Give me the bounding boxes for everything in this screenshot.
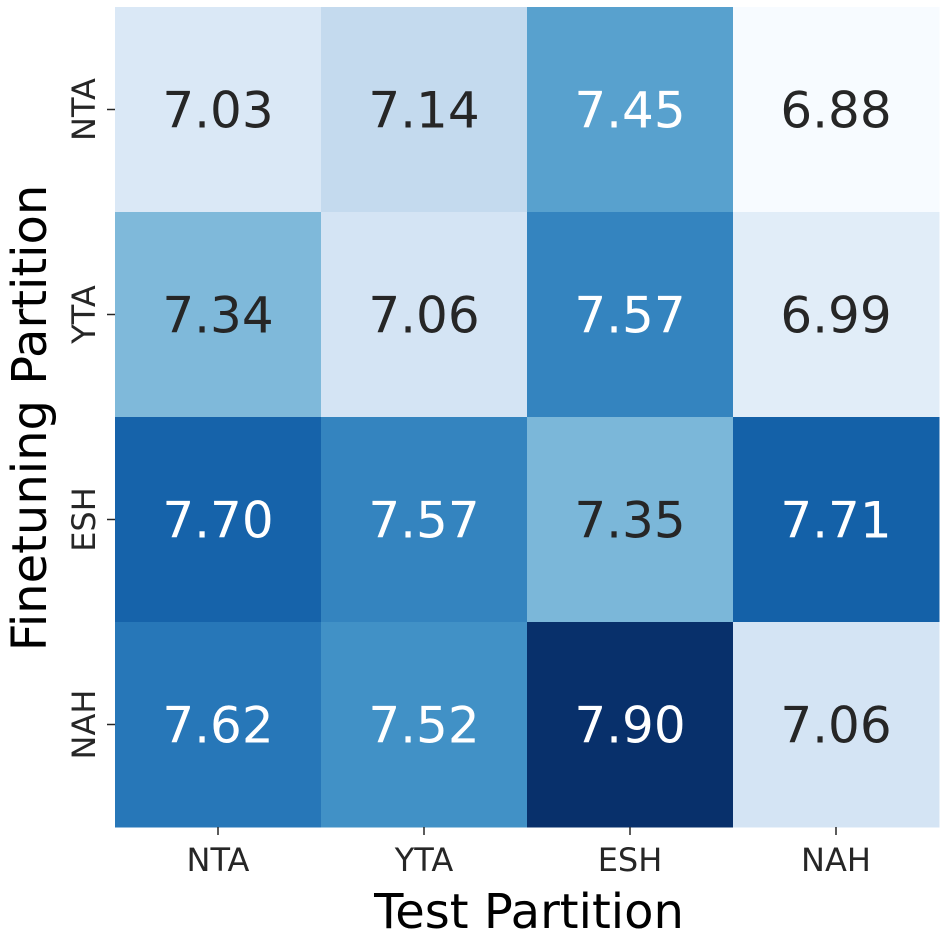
heatmap-cell: [321, 622, 528, 828]
heatmap-cell-value: 7.35: [574, 492, 685, 550]
x-tick-label: ESH: [598, 841, 663, 879]
heatmap-cell: [115, 622, 322, 828]
y-axis-label: Finetuning Partition: [2, 185, 58, 652]
axis-ticks: NTA YTA ESH NAH NTA YTA ESH NAH: [65, 78, 871, 879]
x-tick-label: YTA: [394, 841, 454, 879]
y-tick-label: ESH: [65, 487, 103, 552]
heatmap-cell: [527, 417, 734, 623]
heatmap-cell: [321, 212, 528, 418]
heatmap-cell-value: 7.14: [368, 82, 479, 140]
heatmap-cell-value: 6.99: [780, 287, 891, 345]
heatmap-cell: [321, 7, 528, 213]
heatmap-cell: [115, 7, 322, 213]
heatmap-cell: [527, 622, 734, 828]
heatmap-cell-value: 7.03: [162, 82, 273, 140]
heatmap-cell: [733, 212, 940, 418]
heatmap-cell-value: 7.06: [780, 697, 891, 755]
heatmap-cell: [115, 417, 322, 623]
heatmap-cell-value: 7.71: [780, 492, 891, 550]
heatmap-cell: [733, 417, 940, 623]
heatmap-cell: [527, 212, 734, 418]
heatmap-cell-value: 7.57: [574, 287, 685, 345]
heatmap-cell-value: 7.62: [162, 697, 273, 755]
heatmap-cell-value: 6.88: [780, 82, 891, 140]
heatmap-cell: [115, 212, 322, 418]
y-tick-label: NAH: [65, 690, 103, 760]
heatmap-cell: [733, 622, 940, 828]
y-tick-label: YTA: [65, 285, 103, 345]
heatmap-cell-value: 7.90: [574, 697, 685, 755]
heatmap-cell: [527, 7, 734, 213]
x-tick-label: NAH: [801, 841, 871, 879]
heatmap-cell-value: 7.06: [368, 287, 479, 345]
heatmap-cells: 7.03 7.14 7.45 6.88 7.34 7.06 7.57 6.99 7.70 7.57…: [115, 7, 940, 828]
heatmap-cell-value: 7.45: [574, 82, 685, 140]
x-tick-label: NTA: [187, 841, 250, 879]
heatmap-cell-value: 7.57: [368, 492, 479, 550]
heatmap-cell-value: 7.52: [368, 697, 479, 755]
heatmap-cell-value: 7.34: [162, 287, 273, 345]
y-tick-label: NTA: [65, 78, 103, 141]
heatmap-cell: [321, 417, 528, 623]
heatmap-cell: [733, 7, 940, 213]
heatmap-cell-value: 7.70: [162, 492, 273, 550]
x-axis-label: Test Partition: [373, 884, 684, 940]
